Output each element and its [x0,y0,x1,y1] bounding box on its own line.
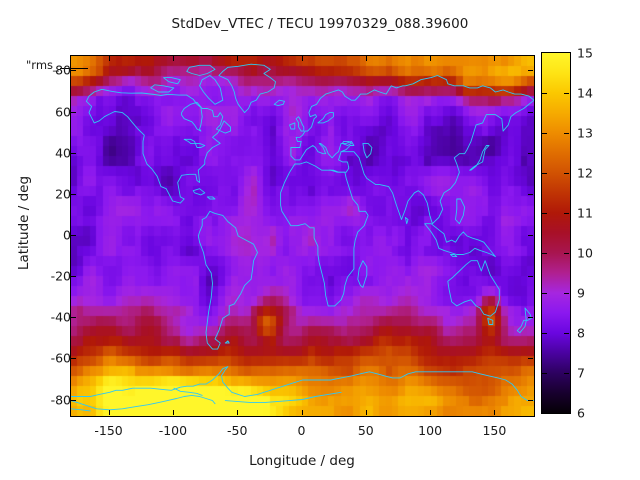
colorbar-tick-mark [564,173,569,174]
colorbar-tick-label: 15 [577,45,593,61]
x-axis-tick-mark [172,410,174,415]
y-axis-tick-mark [528,399,533,401]
y-axis-tick-label: 80 [55,62,71,78]
y-axis-tick-mark [71,193,76,195]
x-axis-tick-label: 100 [418,423,443,438]
y-axis-tick-mark [71,317,76,319]
colorbar-tick-label: 6 [577,405,585,421]
x-axis-tick-mark [237,56,239,61]
x-axis-label: Longitude / deg [249,453,355,469]
colorbar-tick-label: 11 [577,205,593,221]
y-axis-tick-label: 60 [55,104,71,120]
x-axis-tick-mark [301,410,303,415]
legend-key: "rms_ [26,58,88,72]
y-axis-tick-mark [71,399,76,401]
y-axis-tick-label: 0 [63,227,71,243]
x-axis-tick-label: -50 [226,423,248,438]
y-axis-tick-label: 40 [55,145,71,161]
x-axis-tick-mark [494,410,496,415]
colorbar-tick-label: 8 [577,325,585,341]
colorbar-tick-mark [564,333,569,334]
x-axis-tick-label: -150 [94,423,123,438]
colorbar-tick-mark [542,213,547,214]
y-axis-tick-mark [528,358,533,360]
colorbar-tick-label: 14 [577,85,593,101]
vtec-heatmap [71,56,534,416]
y-axis-label: Latitude / deg [16,175,32,271]
colorbar-tick-mark [542,133,547,134]
y-axis-tick-mark [71,70,76,72]
y-axis-tick-mark [528,317,533,319]
colorbar-tick-mark [542,253,547,254]
colorbar-tick-mark [542,173,547,174]
y-axis-tick-label: 20 [55,186,71,202]
colorbar-tick-label: 9 [577,285,585,301]
x-axis-tick-mark [172,56,174,61]
y-axis-tick-mark [71,276,76,278]
colorbar-tick-mark [564,373,569,374]
colorbar-tick-mark [564,93,569,94]
y-axis-tick-mark [71,235,76,236]
y-axis-tick-mark [528,111,533,113]
colorbar-tick-mark [542,373,547,374]
y-axis-tick-mark [71,111,76,113]
page-title: StdDev_VTEC / TECU 19970329_088.39600 [171,16,469,32]
y-axis-tick-mark [528,152,533,154]
x-axis-tick-label: 50 [357,423,374,438]
x-axis-tick-mark [430,56,432,61]
y-axis-tick-label: -80 [50,392,71,408]
x-axis-tick-mark [430,410,432,415]
x-axis-tick-mark [494,56,496,61]
y-axis-tick-mark [71,152,76,154]
colorbar[interactable]: 15 14 13 12 11 10 9 8 7 6 [541,46,593,421]
y-axis-tick-mark [528,276,533,278]
colorbar-tick-mark [542,293,547,294]
y-axis-tick-mark [528,193,533,195]
y-axis-tick-label: -20 [50,268,71,284]
colorbar-gradient [541,52,571,414]
x-axis-tick-label: -100 [158,423,188,438]
colorbar-tick-mark [564,253,569,254]
x-axis-tick-mark [108,410,110,415]
x-axis-tick-label: 150 [482,423,507,438]
y-axis-tick-mark [71,358,76,360]
x-axis-tick-label: 0 [297,423,306,438]
x-axis-tick-mark [365,56,367,61]
colorbar-tick-mark [542,93,547,94]
x-axis-tick-mark [108,56,110,61]
colorbar-tick-mark [542,333,547,334]
x-axis-tick-mark [301,56,303,61]
heatmap-plot-area[interactable] [70,55,535,417]
colorbar-tick-label: 13 [577,125,593,141]
colorbar-tick-mark [564,133,569,134]
colorbar-tick-mark [564,293,569,294]
legend-key-sample-line [59,68,88,69]
y-axis-tick-mark [528,235,533,236]
colorbar-tick-label: 7 [577,365,585,381]
legend-key-label: "rms_ [26,58,59,72]
y-axis-tick-mark [528,70,533,72]
y-axis-tick-label: -60 [50,350,71,366]
x-axis-tick-mark [237,410,239,415]
x-axis-tick-mark [365,410,367,415]
y-axis-tick-label: -40 [50,309,71,325]
colorbar-tick-label: 10 [577,245,593,261]
colorbar-tick-label: 12 [577,165,593,181]
colorbar-tick-mark [564,213,569,214]
